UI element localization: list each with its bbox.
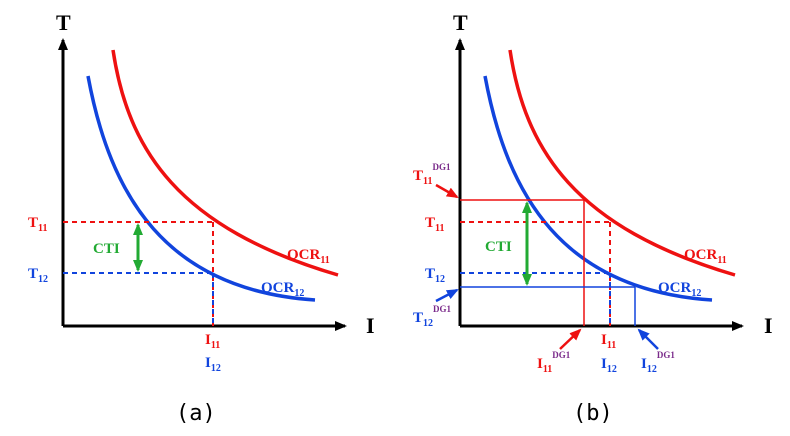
panel-b-cti-label: CTI bbox=[485, 239, 512, 255]
panel-b-axis-y-label: T bbox=[453, 10, 468, 35]
panel-b-ocr11-curve bbox=[508, 49, 736, 277]
panel-b-i11dg-label: I11DG1 bbox=[537, 350, 571, 375]
panel-a-ocr11-label: OCR11 bbox=[287, 247, 330, 266]
panel-a: T I CTI T11 T12 I11 I12 OCR11 OCR12 (a) bbox=[28, 10, 375, 426]
panel-b-ocr11-label: OCR11 bbox=[684, 247, 727, 266]
panel-b-axis-x-label: I bbox=[764, 313, 773, 338]
panel-b-caption: (b) bbox=[573, 401, 613, 426]
panel-a-t11-label: T11 bbox=[28, 215, 47, 234]
panel-a-i12-label: I12 bbox=[205, 355, 221, 374]
panel-b-t11dg-label: T11DG1 bbox=[413, 162, 451, 187]
panel-b-t11-label: T11 bbox=[425, 215, 444, 234]
panel-a-cti-label: CTI bbox=[93, 241, 120, 257]
panel-a-t12-label: T12 bbox=[28, 266, 48, 285]
panel-b-i11dg-pointer bbox=[559, 328, 582, 350]
panel-a-ocr12-label: OCR12 bbox=[261, 280, 304, 299]
panel-b-i12-label: I12 bbox=[601, 356, 617, 375]
panel-a-axis-y-label: T bbox=[56, 10, 71, 35]
panel-b: T I CTI T11DG1 T11 T12 T12DG1 I11DG1 I11… bbox=[413, 10, 773, 426]
panel-b-ocr12-label: OCR12 bbox=[658, 280, 701, 299]
panel-a-ocr11-curve bbox=[111, 49, 339, 277]
panel-b-t12-label: T12 bbox=[425, 266, 445, 285]
panel-b-i12dg-pointer bbox=[637, 328, 659, 350]
panel-b-t12dg-pointer bbox=[435, 288, 459, 303]
panel-b-ocr12-curve bbox=[483, 75, 713, 302]
panel-b-t12dg-label: T12DG1 bbox=[413, 304, 452, 329]
panel-a-i11-label: I11 bbox=[205, 332, 220, 351]
panel-b-t11dg-pointer bbox=[435, 183, 459, 199]
panel-b-i11-label: I11 bbox=[601, 332, 616, 351]
panel-a-caption: (a) bbox=[176, 401, 216, 426]
panel-a-axis-x-label: I bbox=[366, 313, 375, 338]
panel-a-ocr12-curve bbox=[86, 75, 316, 302]
panel-b-i12dg-label: I12DG1 bbox=[641, 350, 675, 375]
